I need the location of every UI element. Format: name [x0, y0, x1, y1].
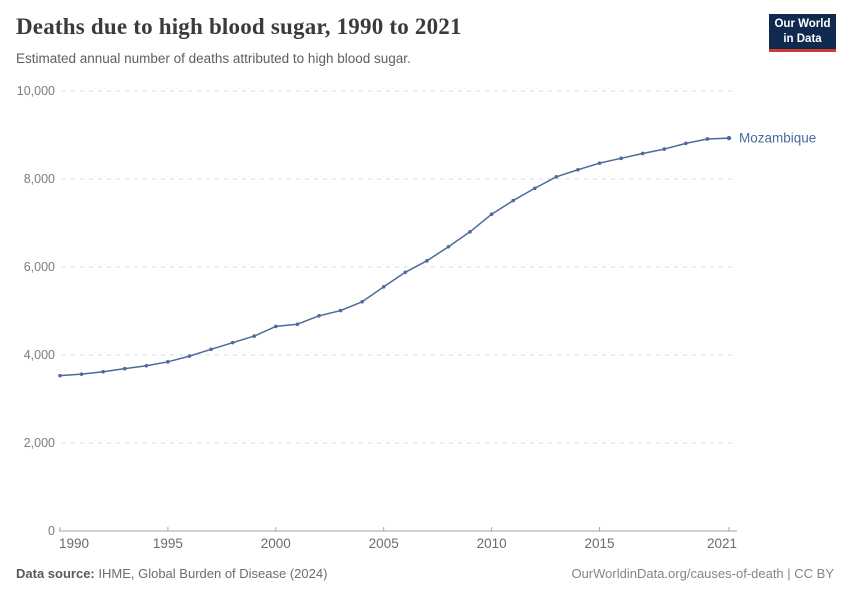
data-point[interactable]	[274, 324, 278, 329]
x-axis-label: 2015	[584, 536, 614, 551]
data-point[interactable]	[209, 347, 213, 352]
data-point[interactable]	[705, 137, 710, 141]
data-point[interactable]	[576, 167, 580, 172]
data-point[interactable]	[619, 156, 623, 161]
chart-subtitle: Estimated annual number of deaths attrib…	[16, 51, 411, 66]
data-point[interactable]	[425, 259, 429, 263]
x-axis-label: 2010	[477, 536, 507, 551]
data-point[interactable]	[338, 308, 343, 313]
data-point[interactable]	[684, 141, 688, 146]
data-point[interactable]	[403, 270, 408, 275]
y-axis-label: 2,000	[24, 436, 55, 450]
data-point[interactable]	[640, 151, 645, 156]
data-point[interactable]	[295, 322, 300, 326]
x-axis-label: 1995	[153, 536, 183, 551]
license-link[interactable]: OurWorldinData.org/causes-of-death | CC …	[571, 566, 834, 581]
data-point[interactable]	[144, 363, 149, 368]
data-point[interactable]	[187, 354, 192, 358]
y-axis-label: 6,000	[24, 260, 55, 274]
x-axis-label: 2021	[707, 536, 737, 551]
data-point[interactable]	[317, 314, 321, 318]
owid-logo[interactable]: Our World in Data	[769, 14, 836, 52]
data-point[interactable]	[360, 299, 364, 304]
data-point[interactable]	[532, 186, 537, 191]
data-point[interactable]	[662, 147, 667, 151]
data-source: Data source: IHME, Global Burden of Dise…	[16, 566, 327, 581]
series-line[interactable]	[59, 137, 730, 377]
data-point[interactable]	[511, 198, 515, 203]
page-title: Deaths due to high blood sugar, 1990 to …	[16, 14, 462, 39]
logo-line-2: in Data	[783, 32, 822, 45]
data-point[interactable]	[122, 366, 127, 371]
data-point[interactable]	[230, 340, 235, 345]
y-axis-label: 4,000	[24, 348, 55, 362]
data-point[interactable]	[381, 285, 386, 289]
data-point[interactable]	[554, 175, 559, 179]
y-axis-label: 8,000	[24, 172, 55, 186]
data-point[interactable]	[79, 372, 84, 376]
x-axis-label: 1990	[59, 536, 89, 551]
data-source-label: Data source:	[16, 566, 95, 581]
x-axis-label: 2005	[369, 536, 399, 551]
data-point[interactable]	[597, 161, 602, 165]
line-chart[interactable]: 0 2,000 4,000 6,000 8,000 10,000 1990 1995 2000 2…	[0, 78, 850, 558]
data-point[interactable]	[252, 334, 257, 338]
entity-label-mozambique[interactable]: Mozambique	[739, 131, 816, 146]
data-point[interactable]	[468, 230, 472, 234]
data-point[interactable]	[726, 135, 732, 141]
data-point[interactable]	[58, 373, 62, 378]
footer: Data source: IHME, Global Burden of Dise…	[16, 566, 834, 581]
y-axis-label: 0	[48, 524, 55, 538]
data-point[interactable]	[166, 360, 170, 364]
x-axis-label: 2000	[261, 536, 291, 551]
y-axis-label: 10,000	[17, 84, 55, 98]
logo-line-1: Our World	[774, 17, 831, 30]
data-point[interactable]	[446, 244, 451, 249]
data-point[interactable]	[489, 212, 494, 216]
data-source-text: IHME, Global Burden of Disease (2024)	[98, 566, 328, 581]
data-point[interactable]	[101, 369, 105, 374]
